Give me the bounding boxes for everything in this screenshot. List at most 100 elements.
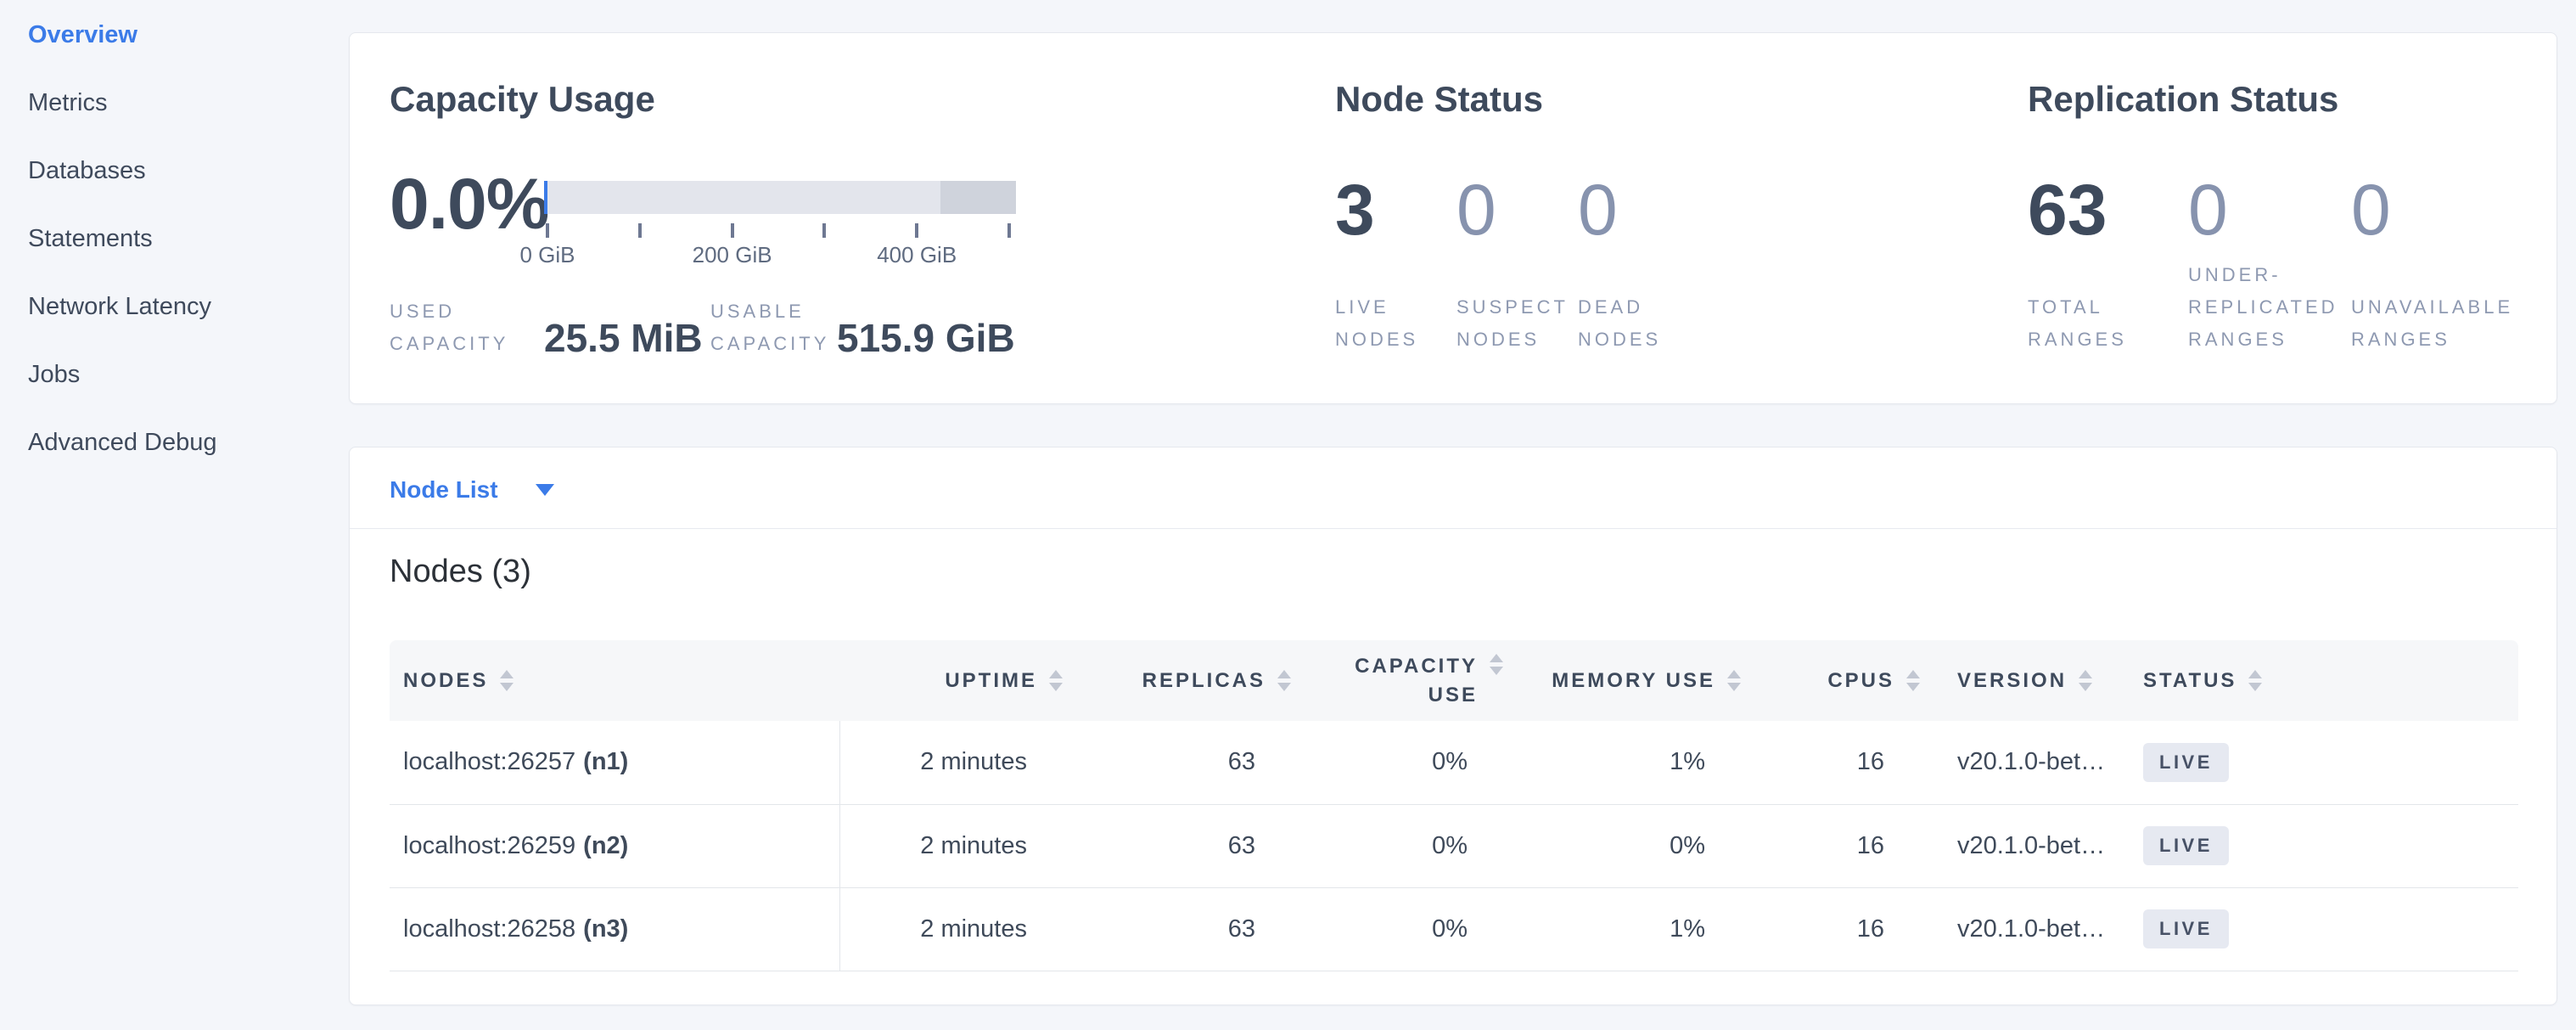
node-version: v20.1.0-bet… xyxy=(1920,721,2140,804)
column-header-uptime[interactable]: UPTIME xyxy=(839,640,1063,721)
column-header-status[interactable]: STATUS xyxy=(2140,640,2518,721)
column-header-capacity-use[interactable]: CAPACITY USE xyxy=(1291,640,1503,721)
under-replicated-ranges-value: 0 xyxy=(2188,170,2228,250)
sidebar: Overview Metrics Databases Statements Ne… xyxy=(0,0,349,1030)
node-replicas: 63 xyxy=(1063,721,1291,804)
capacity-bar-chart: 0 GiB 200 GiB 400 GiB xyxy=(519,181,1016,274)
node-uptime: 2 minutes xyxy=(839,803,1063,887)
axis-tick xyxy=(1007,223,1011,238)
sort-arrows-icon xyxy=(1049,670,1063,691)
capacity-bar xyxy=(544,181,1016,214)
under-replicated-ranges-label: UNDER-REPLICATED RANGES xyxy=(2188,264,2338,350)
column-header-cpus[interactable]: CPUS xyxy=(1741,640,1920,721)
capacity-usage-title: Capacity Usage xyxy=(390,79,655,119)
replication-status-title: Replication Status xyxy=(2028,79,2339,119)
usable-capacity-label: USABLE CAPACITY xyxy=(710,301,830,354)
table-row-node-1[interactable]: localhost:26257 (n1) 2 minutes 63 0% 1% 1… xyxy=(390,721,2518,804)
axis-tick xyxy=(546,223,549,238)
dead-nodes-value: 0 xyxy=(1578,170,1618,250)
node-capacity-use: 0% xyxy=(1291,886,1503,971)
column-header-nodes[interactable]: NODES xyxy=(390,640,839,721)
card-divider xyxy=(350,528,2556,529)
sidebar-item-metrics[interactable]: Metrics xyxy=(28,89,108,116)
suspect-nodes-stat: 0 SUSPECT NODES xyxy=(1456,171,1584,356)
capacity-bar-used-indicator xyxy=(544,181,547,214)
unavailable-ranges-label: UNAVAILABLE RANGES xyxy=(2351,296,2514,350)
capacity-used-percent: 0.0% xyxy=(390,164,549,244)
node-version: v20.1.0-bet… xyxy=(1920,803,2140,887)
column-header-replicas[interactable]: REPLICAS xyxy=(1063,640,1291,721)
column-header-version[interactable]: VERSION xyxy=(1920,640,2140,721)
usable-capacity-value: 515.9 GiB xyxy=(837,316,1015,360)
total-ranges-value: 63 xyxy=(2028,170,2107,250)
axis-label-200gib: 200 GiB xyxy=(692,242,772,267)
replication-status-section: Replication Status 63 TOTAL RANGES 0 UND… xyxy=(2028,80,2545,377)
table-row-node-3[interactable]: localhost:26258 (n3) 2 minutes 63 0% 1% 1… xyxy=(390,886,2518,971)
axis-tick xyxy=(822,223,827,238)
live-nodes-stat: 3 LIVE NODES xyxy=(1335,171,1454,356)
node-memory-use: 1% xyxy=(1503,721,1741,804)
chevron-down-icon xyxy=(535,484,554,496)
suspect-nodes-value: 0 xyxy=(1456,170,1496,250)
status-badge: LIVE xyxy=(2143,826,2229,865)
under-replicated-ranges-stat: 0 UNDER-REPLICATED RANGES xyxy=(2188,171,2371,356)
status-badge: LIVE xyxy=(2143,909,2229,948)
node-uptime: 2 minutes xyxy=(839,721,1063,804)
sort-arrows-icon xyxy=(1727,670,1741,691)
node-id: (n3) xyxy=(583,915,629,943)
sort-arrows-icon xyxy=(2248,670,2263,691)
node-version: v20.1.0-bet… xyxy=(1920,886,2140,971)
node-capacity-use: 0% xyxy=(1291,803,1503,887)
node-replicas: 63 xyxy=(1063,886,1291,971)
axis-label-400gib: 400 GiB xyxy=(877,242,957,267)
node-memory-use: 0% xyxy=(1503,803,1741,887)
sort-arrows-icon xyxy=(2079,670,2093,691)
sort-arrows-icon xyxy=(1277,670,1291,691)
sidebar-item-statements[interactable]: Statements xyxy=(28,225,153,252)
dead-nodes-stat: 0 DEAD NODES xyxy=(1578,171,1697,356)
node-list-card: Node List Nodes (3) NODES UPTIME xyxy=(349,447,2557,1005)
node-cpus: 16 xyxy=(1741,886,1920,971)
node-status-title: Node Status xyxy=(1335,79,1544,119)
sidebar-item-databases[interactable]: Databases xyxy=(28,157,146,184)
node-address[interactable]: localhost:26257 xyxy=(403,748,576,776)
node-address[interactable]: localhost:26258 xyxy=(403,915,576,943)
table-header-row: NODES UPTIME REPLICAS CAPACITY USE MEMOR… xyxy=(390,640,2518,721)
axis-tick xyxy=(637,223,642,238)
capacity-usage-section: Capacity Usage 0.0% 0 GiB 200 GiB 400 Gi… xyxy=(390,80,1323,377)
status-badge: LIVE xyxy=(2143,742,2229,782)
sort-arrows-icon xyxy=(500,670,514,691)
node-replicas: 63 xyxy=(1063,803,1291,887)
sidebar-item-overview[interactable]: Overview xyxy=(28,21,137,48)
node-list-dropdown[interactable]: Node List xyxy=(390,473,554,507)
node-memory-use: 1% xyxy=(1503,886,1741,971)
nodes-count-heading: Nodes (3) xyxy=(390,554,531,589)
table-row-node-2[interactable]: localhost:26259 (n2) 2 minutes 63 0% 0% 1… xyxy=(390,803,2518,887)
node-id: (n1) xyxy=(583,748,629,776)
axis-label-0gib: 0 GiB xyxy=(519,242,575,267)
sort-arrows-icon xyxy=(1906,670,1920,691)
used-capacity-label: USED CAPACITY xyxy=(390,301,509,354)
axis-tick xyxy=(730,223,734,238)
unavailable-ranges-stat: 0 UNAVAILABLE RANGES xyxy=(2351,171,2538,356)
sidebar-item-jobs[interactable]: Jobs xyxy=(28,361,81,388)
node-address[interactable]: localhost:26259 xyxy=(403,831,576,859)
node-uptime: 2 minutes xyxy=(839,886,1063,971)
total-ranges-stat: 63 TOTAL RANGES xyxy=(2028,171,2155,356)
axis-tick xyxy=(915,223,919,238)
total-ranges-label: TOTAL RANGES xyxy=(2028,296,2127,350)
column-header-memory-use[interactable]: MEMORY USE xyxy=(1503,640,1741,721)
used-capacity-value: 25.5 MiB xyxy=(544,316,703,360)
node-cpus: 16 xyxy=(1741,803,1920,887)
cluster-summary-card: Capacity Usage 0.0% 0 GiB 200 GiB 400 Gi… xyxy=(349,32,2557,404)
node-cpus: 16 xyxy=(1741,721,1920,804)
sidebar-item-network-latency[interactable]: Network Latency xyxy=(28,293,211,320)
live-nodes-value: 3 xyxy=(1335,170,1375,250)
dead-nodes-label: DEAD NODES xyxy=(1578,296,1662,350)
suspect-nodes-label: SUSPECT NODES xyxy=(1456,296,1569,350)
node-status-section: Node Status 3 LIVE NODES 0 SUSPECT NODES… xyxy=(1335,80,1972,377)
unavailable-ranges-value: 0 xyxy=(2351,170,2391,250)
nodes-table: NODES UPTIME REPLICAS CAPACITY USE MEMOR… xyxy=(390,640,2518,971)
sidebar-item-advanced-debug[interactable]: Advanced Debug xyxy=(28,429,217,456)
